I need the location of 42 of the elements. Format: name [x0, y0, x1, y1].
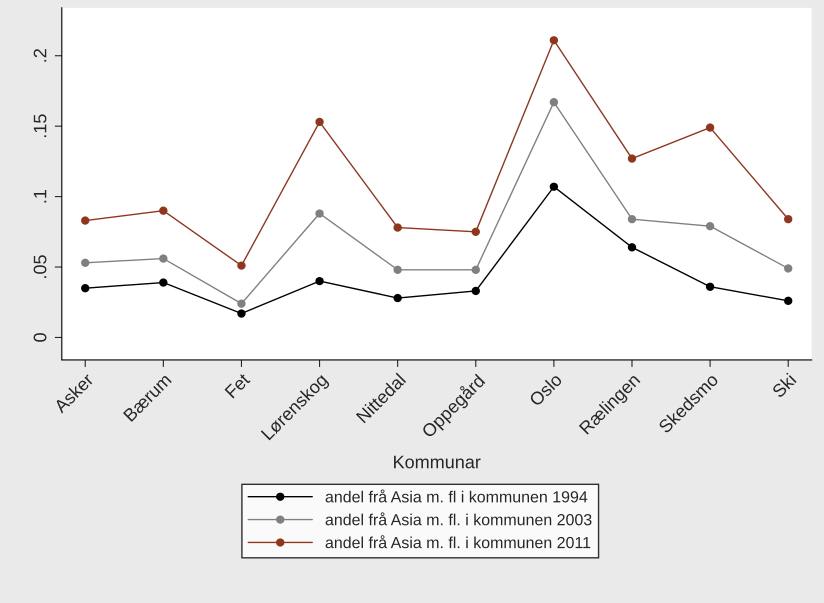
- point: [394, 294, 402, 302]
- y-tick-label: .15: [34, 114, 46, 138]
- point: [394, 266, 402, 274]
- x-tick-label: Fet: [224, 372, 251, 399]
- point: [784, 296, 792, 305]
- point: [784, 214, 792, 224]
- point: [81, 258, 90, 267]
- x-axis-title: Kommunar: [394, 456, 481, 468]
- point: [550, 98, 558, 106]
- point: [237, 261, 246, 270]
- point: [159, 278, 168, 287]
- point: [159, 254, 168, 263]
- point: [81, 216, 90, 225]
- x-tick-label: Oslo: [528, 372, 563, 407]
- point: [706, 282, 714, 291]
- point: [628, 243, 636, 252]
- y-tick-label: .2: [34, 49, 46, 62]
- point: [550, 36, 558, 44]
- point: [81, 284, 90, 292]
- legend-label: andel frå Asia m. fl i kommunen 1994: [326, 489, 588, 502]
- point: [784, 264, 792, 273]
- y-tick-label: .05: [34, 255, 46, 278]
- point: [315, 276, 324, 286]
- point: [237, 299, 246, 308]
- point: [472, 266, 480, 274]
- legend-label: andel frå Asia m. fl. i kommunen 2011: [326, 535, 590, 548]
- point: [706, 123, 714, 132]
- point: [237, 309, 246, 318]
- point: [472, 286, 480, 296]
- legend-label: andel frå Asia m. fl. i kommunen 2003: [326, 512, 592, 526]
- point: [628, 154, 636, 163]
- point: [315, 209, 324, 218]
- point: [550, 182, 558, 191]
- point: [394, 223, 402, 232]
- y-tick-label: 0: [34, 333, 46, 342]
- point: [706, 222, 714, 230]
- point: [159, 206, 168, 215]
- point: [315, 118, 324, 126]
- x-tick-label: Ski: [771, 372, 797, 398]
- point: [628, 214, 636, 224]
- y-tick-label: .1: [34, 190, 46, 202]
- point: [472, 228, 480, 236]
